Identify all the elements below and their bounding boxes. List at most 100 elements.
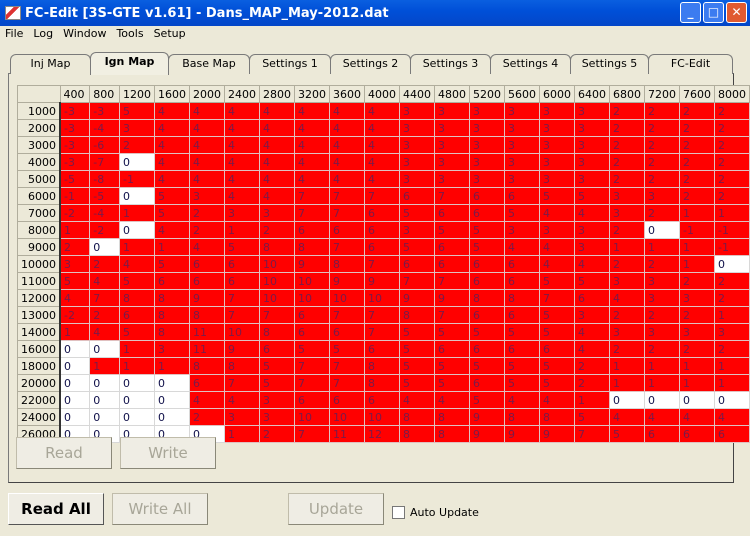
map-cell[interactable]: 3 [539,221,575,239]
map-cell[interactable]: 9 [364,272,400,290]
map-cell[interactable]: 6 [329,221,365,239]
map-cell[interactable]: 6 [504,255,540,273]
map-cell[interactable]: 10 [329,408,365,426]
map-cell[interactable]: 7 [434,272,470,290]
map-cell[interactable]: 3 [399,102,435,120]
map-cell[interactable]: 8 [189,357,225,375]
map-cell[interactable]: 1 [119,357,155,375]
map-cell[interactable]: 5 [119,102,155,120]
map-cell[interactable]: 0 [89,408,120,426]
map-cell[interactable]: 2 [644,255,680,273]
map-cell[interactable]: 3 [609,204,645,222]
map-cell[interactable]: 3 [609,187,645,205]
map-cell[interactable]: 10 [329,289,365,307]
map-cell[interactable]: 5 [399,357,435,375]
map-cell[interactable]: 3 [59,255,91,273]
map-cell[interactable]: 10 [259,289,295,307]
map-cell[interactable]: -3 [59,136,91,154]
map-cell[interactable]: 4 [294,153,330,171]
read-button[interactable]: Read [16,437,112,469]
map-cell[interactable]: 4 [89,323,120,341]
map-cell[interactable]: 3 [539,102,575,120]
map-cell[interactable]: 9 [224,340,260,358]
map-cell[interactable]: 5 [609,425,645,443]
map-cell[interactable]: 5 [154,255,190,273]
map-cell[interactable]: 1 [609,374,645,392]
map-cell[interactable]: 8 [154,306,190,324]
map-cell[interactable]: 3 [399,153,435,171]
map-cell[interactable]: 4 [224,119,260,137]
map-cell[interactable]: 6 [364,204,400,222]
map-cell[interactable]: 4 [154,136,190,154]
map-cell[interactable]: 4 [224,153,260,171]
map-cell[interactable]: 1 [89,357,120,375]
map-cell[interactable]: 4 [364,102,400,120]
map-cell[interactable]: -4 [89,119,120,137]
auto-update-checkbox[interactable] [392,506,405,519]
map-cell[interactable]: 4 [574,340,610,358]
map-cell[interactable]: 3 [154,340,190,358]
map-cell[interactable]: 2 [574,357,610,375]
map-cell[interactable]: 4 [224,136,260,154]
map-cell[interactable]: 11 [189,340,225,358]
map-cell[interactable]: 5 [539,357,575,375]
map-cell[interactable]: 2 [679,340,715,358]
map-cell[interactable]: 0 [154,391,190,409]
map-cell[interactable]: 2 [259,425,295,443]
update-button[interactable]: Update [288,493,384,525]
map-cell[interactable]: 1 [714,306,750,324]
map-cell[interactable]: 5 [469,238,505,256]
map-cell[interactable]: -5 [59,170,91,188]
map-cell[interactable]: 6 [329,323,365,341]
map-cell[interactable]: 8 [364,374,400,392]
map-cell[interactable]: 4 [224,187,260,205]
map-cell[interactable]: 5 [434,374,470,392]
map-cell[interactable]: 5 [399,323,435,341]
map-cell[interactable]: 9 [189,289,225,307]
map-cell[interactable]: 5 [154,204,190,222]
map-cell[interactable]: -1 [714,238,750,256]
map-cell[interactable]: 4 [89,272,120,290]
map-cell[interactable]: 5 [399,238,435,256]
map-cell[interactable]: 4 [259,136,295,154]
map-cell[interactable]: 4 [504,391,540,409]
map-cell[interactable]: 4 [259,102,295,120]
map-cell[interactable]: 7 [329,204,365,222]
map-cell[interactable]: 2 [644,153,680,171]
map-cell[interactable]: 7 [364,323,400,341]
map-cell[interactable]: 4 [574,255,610,273]
map-cell[interactable]: 7 [224,374,260,392]
map-cell[interactable]: 7 [294,374,330,392]
map-cell[interactable]: 8 [154,323,190,341]
map-cell[interactable]: 6 [119,306,155,324]
map-cell[interactable]: 5 [329,340,365,358]
map-cell[interactable]: 8 [364,357,400,375]
map-cell[interactable]: 0 [89,391,120,409]
map-cell[interactable]: 7 [329,374,365,392]
map-cell[interactable]: 2 [609,221,645,239]
map-cell[interactable]: 0 [154,374,190,392]
map-cell[interactable]: 6 [399,187,435,205]
map-cell[interactable]: 4 [189,153,225,171]
map-cell[interactable]: 3 [434,153,470,171]
map-cell[interactable]: 3 [259,391,295,409]
map-cell[interactable]: 7 [399,272,435,290]
map-cell[interactable]: -1 [714,221,750,239]
map-cell[interactable]: 4 [539,391,575,409]
map-cell[interactable]: 4 [259,153,295,171]
map-cell[interactable]: 1 [609,357,645,375]
map-cell[interactable]: 2 [89,306,120,324]
map-cell[interactable]: 2 [189,221,225,239]
map-cell[interactable]: 7 [539,289,575,307]
write-button[interactable]: Write [120,437,216,469]
map-cell[interactable]: 4 [59,289,91,307]
map-cell[interactable]: 3 [469,136,505,154]
map-cell[interactable]: 8 [399,425,435,443]
map-cell[interactable]: 4 [294,136,330,154]
map-cell[interactable]: 10 [259,255,295,273]
map-cell[interactable]: 9 [294,255,330,273]
map-cell[interactable]: 10 [294,289,330,307]
map-cell[interactable]: 7 [224,289,260,307]
map-cell[interactable]: 4 [329,102,365,120]
map-cell[interactable]: 3 [609,272,645,290]
